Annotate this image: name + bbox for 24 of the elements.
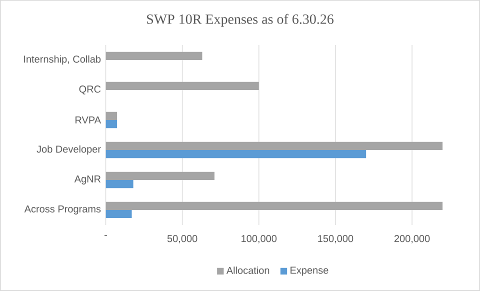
legend-label: Allocation — [226, 266, 270, 274]
y-tick-label: AgNR — [74, 176, 101, 184]
bar — [106, 52, 202, 60]
chart-title: SWP 10R Expenses as of 6.30.26 — [147, 14, 334, 27]
bar — [106, 82, 259, 90]
legend-label: Expense — [290, 266, 328, 276]
bar — [106, 172, 214, 180]
bar — [106, 180, 134, 188]
y-tick-label: Internship, Collab — [24, 55, 101, 65]
bar — [106, 120, 118, 128]
x-tick-label: 50,000 — [167, 235, 198, 244]
x-tick-label: 100,000 — [242, 235, 277, 244]
bar — [106, 150, 366, 158]
bar — [106, 112, 118, 120]
y-tick-label: Job Developer — [36, 145, 101, 155]
bar — [106, 210, 132, 218]
x-tick-label: 200,000 — [394, 235, 430, 244]
y-tick-label: Across Programs — [24, 206, 101, 214]
y-tick-label: QRC — [79, 86, 101, 94]
bar — [106, 142, 443, 150]
y-tick-label: RVPA — [76, 116, 102, 124]
x-tick-label: 150,000 — [318, 235, 354, 244]
x-tick-label: - — [104, 235, 107, 236]
bar — [106, 202, 443, 210]
